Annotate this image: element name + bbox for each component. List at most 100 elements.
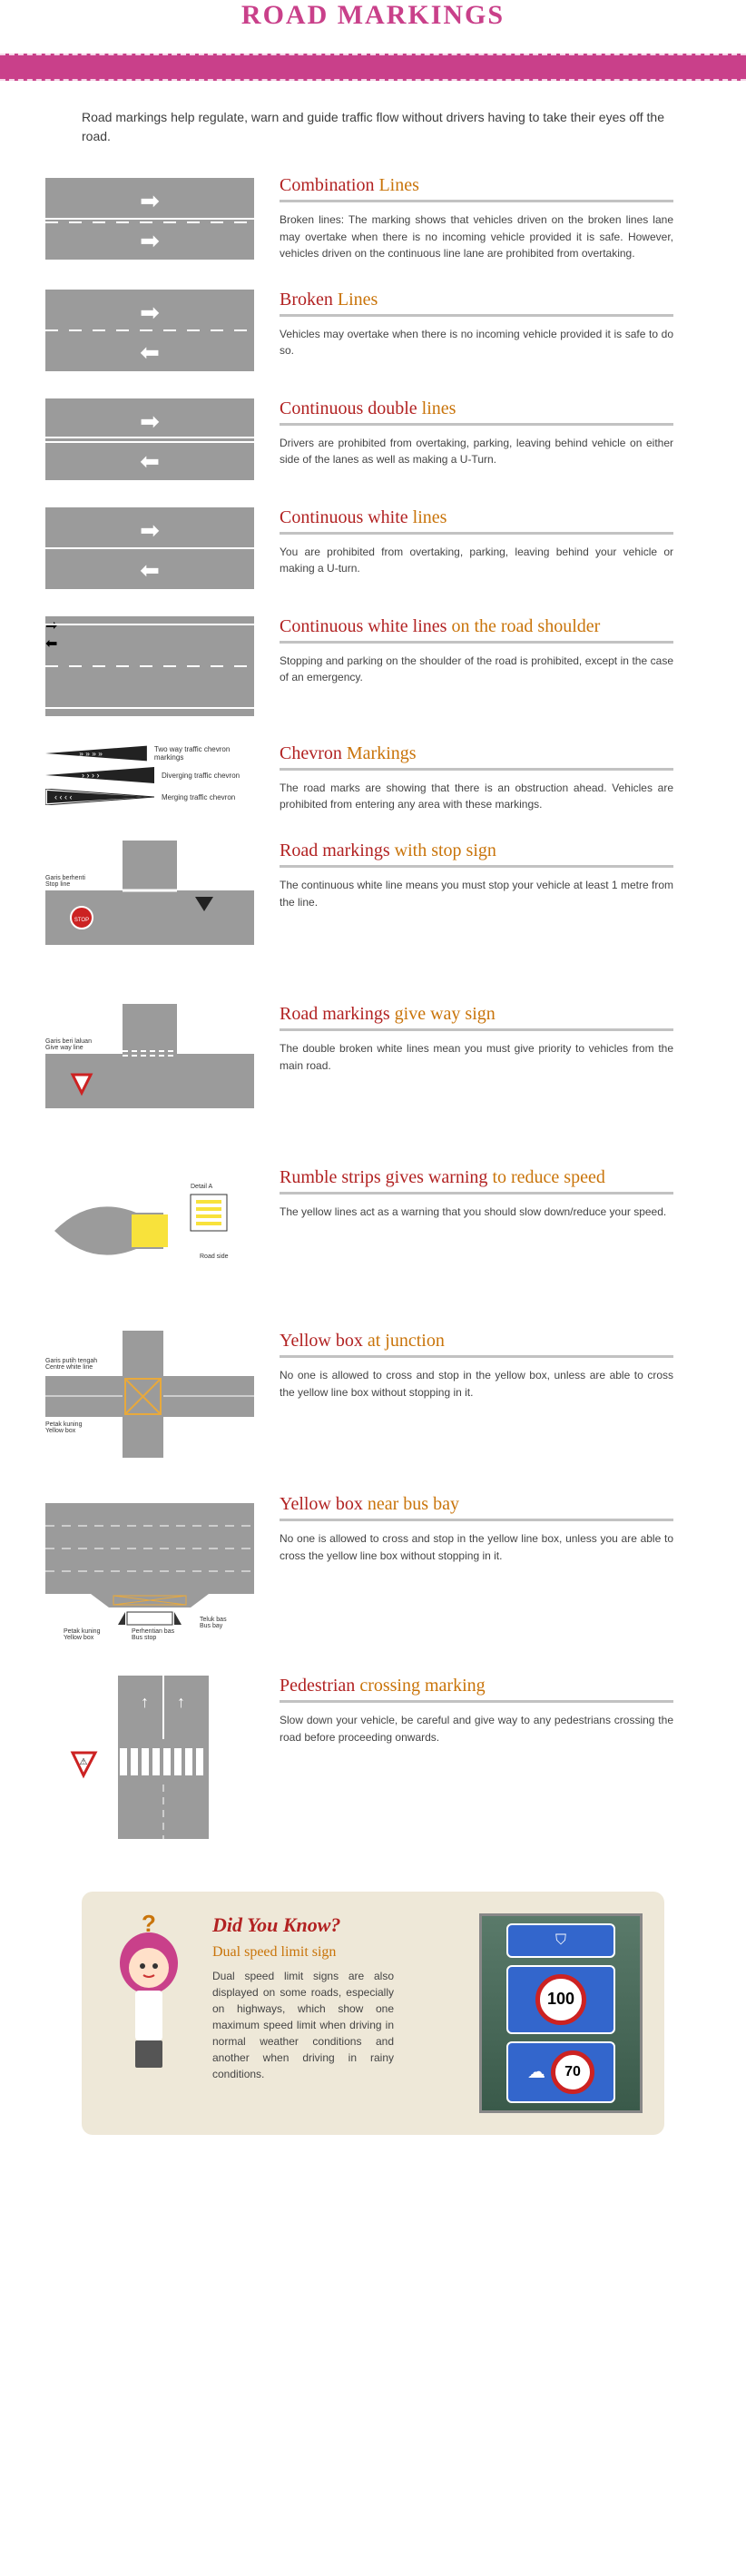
section-broken: ➡ ⬅ Broken Lines Vehicles may overtake w… xyxy=(0,279,746,388)
sec-desc: Stopping and parking on the shoulder of … xyxy=(280,653,673,686)
dyk-title: Did You Know? xyxy=(212,1913,461,1937)
road-double-illus: ➡ ⬅ xyxy=(45,398,254,480)
junction-stop-illus: STOP Garis berhenti Stop line xyxy=(45,841,254,977)
road-shoulder-illus: ➡ ⬅ xyxy=(45,616,254,716)
sec-title-main: Yellow box xyxy=(280,1494,363,1514)
rule-line xyxy=(280,532,673,535)
ybox-centre-label: Garis putih tengah Centre white line xyxy=(45,1358,97,1371)
rule-line xyxy=(280,641,673,644)
rule-line xyxy=(280,1028,673,1031)
section-yellowbox-busbay: Petak kuning Yellow box Perhentian bas B… xyxy=(0,1483,746,1665)
section-combination: ➡ ➡ Combination Lines Broken lines: The … xyxy=(0,164,746,279)
sec-title-main: Chevron xyxy=(280,743,342,763)
busbay-illus: Petak kuning Yellow box Perhentian bas B… xyxy=(45,1494,254,1648)
svg-text:STOP: STOP xyxy=(74,918,89,923)
sec-title-sub: lines xyxy=(408,507,447,527)
speed-normal: 100 xyxy=(547,1990,574,2009)
sec-title-sub: lines xyxy=(417,398,456,418)
svg-text:› › › ›: › › › › xyxy=(82,771,100,780)
header-band xyxy=(0,54,746,81)
rule-line xyxy=(280,314,673,317)
rule-line xyxy=(280,1519,673,1521)
rumble-detail-label: Detail A xyxy=(191,1184,212,1190)
sec-title-sub: give way sign xyxy=(390,1004,496,1024)
svg-text:↑: ↑ xyxy=(141,1693,149,1711)
sec-title-sub: Markings xyxy=(342,743,417,763)
sec-title-main: Continuous white lines xyxy=(280,616,447,636)
sec-title-main: Road markings xyxy=(280,1004,390,1024)
rule-line xyxy=(280,200,673,202)
rule-line xyxy=(280,1700,673,1703)
rumble-illus: Detail A Road side xyxy=(45,1167,254,1303)
section-shoulder: ➡ ⬅ Continuous white lines on the road s… xyxy=(0,605,746,732)
sec-title-sub: Lines xyxy=(374,175,418,195)
intro-text: Road markings help regulate, warn and gu… xyxy=(0,81,746,164)
section-yellowbox-junction: Garis putih tengah Centre white line Pet… xyxy=(0,1320,746,1483)
sec-title-main: Pedestrian xyxy=(280,1676,355,1696)
busbay-bus-label: Teluk bas Bus bay xyxy=(200,1617,227,1629)
section-pedestrian: ↑ ↑ ⚠ Pedestrian crossing marking Slow d… xyxy=(0,1665,746,1855)
section-stop-sign: STOP Garis berhenti Stop line Road marki… xyxy=(0,830,746,993)
chevron-label-merging: Merging traffic chevron xyxy=(162,793,235,801)
sec-title-main: Rumble strips gives warning xyxy=(280,1167,487,1187)
sec-title-main: Combination xyxy=(280,175,374,195)
sec-desc: No one is allowed to cross and stop in t… xyxy=(280,1367,673,1401)
sec-title-sub: crossing marking xyxy=(355,1676,485,1696)
sec-title-main: Continuous white xyxy=(280,507,408,527)
pedestrian-illus: ↑ ↑ ⚠ xyxy=(45,1676,254,1839)
sec-title-main: Road markings xyxy=(280,841,390,860)
did-you-know-box: ? Did You Know? Dual speed limit sign Du… xyxy=(82,1892,664,2135)
sec-desc: The double broken white lines mean you m… xyxy=(280,1040,673,1074)
dual-speed-sign-photo: ⛉ 100 ☁ 70 xyxy=(479,1913,643,2113)
sec-desc: The continuous white line means you must… xyxy=(280,877,673,910)
dyk-subtitle: Dual speed limit sign xyxy=(212,1944,461,1961)
sec-desc: Slow down your vehicle, be careful and g… xyxy=(280,1712,673,1745)
dyk-text: Dual speed limit signs are also displaye… xyxy=(212,1968,394,2082)
rule-line xyxy=(280,865,673,868)
character-illus: ? xyxy=(103,1913,194,2113)
sec-title-sub: on the road shoulder xyxy=(447,616,600,636)
section-chevron: » » » » Two way traffic chevron markings… xyxy=(0,732,746,830)
section-rumble: Detail A Road side Rumble strips gives w… xyxy=(0,1156,746,1320)
sec-title-sub: to reduce speed xyxy=(487,1167,604,1187)
sec-title-sub: Lines xyxy=(333,290,378,310)
sec-desc: The yellow lines act as a warning that y… xyxy=(280,1204,673,1221)
busbay-yellow-label: Petak kuning Yellow box xyxy=(64,1628,100,1641)
chevron-label-diverging: Diverging traffic chevron xyxy=(162,772,240,780)
ybox-yellow-label: Petak kuning Yellow box xyxy=(45,1421,82,1434)
svg-text:⚠: ⚠ xyxy=(80,1757,88,1767)
road-broken-illus: ➡ ⬅ xyxy=(45,290,254,371)
rule-line xyxy=(280,768,673,771)
sec-title-main: Yellow box xyxy=(280,1331,363,1351)
sec-desc: Broken lines: The marking shows that veh… xyxy=(280,211,673,262)
svg-text:?: ? xyxy=(142,1913,156,1937)
yellowbox-illus: Garis putih tengah Centre white line Pet… xyxy=(45,1331,254,1467)
giveway-line-label: Garis beri laluan Give way line xyxy=(45,1038,92,1051)
road-single-illus: ➡ ⬅ xyxy=(45,507,254,589)
sec-title-main: Broken xyxy=(280,290,333,310)
rule-line xyxy=(280,423,673,426)
sec-title-sub: near bus bay xyxy=(363,1494,459,1514)
sec-desc: The road marks are showing that there is… xyxy=(280,780,673,813)
rule-line xyxy=(280,1192,673,1195)
sec-desc: Drivers are prohibited from overtaking, … xyxy=(280,435,673,468)
junction-giveway-illus: Garis beri laluan Give way line xyxy=(45,1004,254,1140)
svg-text:↑: ↑ xyxy=(177,1693,185,1711)
busbay-stop-label: Perhentian bas Bus stop xyxy=(132,1628,174,1641)
chevron-label-twoway: Two way traffic chevron markings xyxy=(154,745,254,762)
sec-title-sub: with stop sign xyxy=(390,841,496,860)
sec-desc: No one is allowed to cross and stop in t… xyxy=(280,1530,673,1564)
sec-title-sub: at junction xyxy=(363,1331,445,1351)
sec-desc: Vehicles may overtake when there is no i… xyxy=(280,326,673,359)
chevron-illus: » » » » Two way traffic chevron markings… xyxy=(45,745,254,811)
stop-line-label: Garis berhenti Stop line xyxy=(45,875,85,888)
section-continuous-white: ➡ ⬅ Continuous white lines You are prohi… xyxy=(0,497,746,605)
page-title: ROAD MARKINGS xyxy=(0,0,746,31)
speed-rain: 70 xyxy=(564,2064,581,2080)
section-give-way: Garis beri laluan Give way line Road mar… xyxy=(0,993,746,1156)
rumble-roadside-label: Road side xyxy=(200,1254,229,1260)
svg-text:» » » »: » » » » xyxy=(79,749,103,758)
rule-line xyxy=(280,1355,673,1358)
sec-title-main: Continuous double xyxy=(280,398,417,418)
road-combination-illus: ➡ ➡ xyxy=(45,178,254,260)
